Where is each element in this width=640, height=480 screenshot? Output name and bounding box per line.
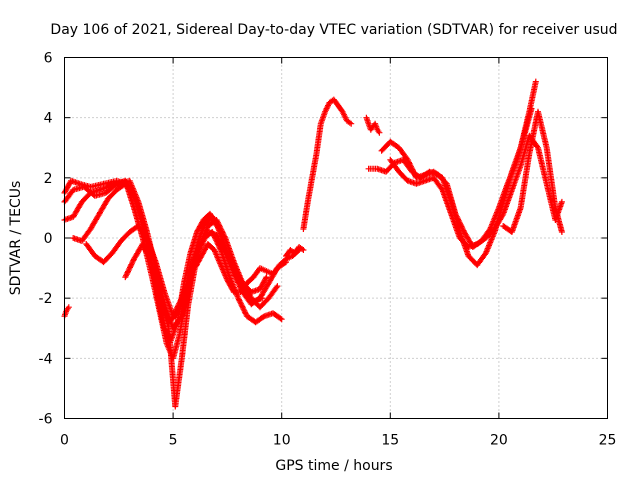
point-marks <box>387 132 565 250</box>
y-tick-label: -2 <box>39 291 53 307</box>
x-tick-label: 15 <box>381 433 399 449</box>
x-tick-label: 5 <box>169 433 178 449</box>
chart-title: Day 106 of 2021, Sidereal Day-to-day VTE… <box>50 22 617 38</box>
x-tick-label: 20 <box>490 433 508 449</box>
y-tick-label: 4 <box>44 111 53 127</box>
y-tick-label: 6 <box>44 51 53 67</box>
point-marks <box>363 114 383 136</box>
data-points <box>61 78 565 410</box>
x-tick-label: 10 <box>273 433 291 449</box>
point-marks <box>378 78 539 269</box>
y-axis-label: SDTVAR / TECUs <box>8 181 24 296</box>
series-trace-h <box>300 96 355 232</box>
x-axis-label: GPS time / hours <box>275 458 392 474</box>
point-marks <box>300 96 355 232</box>
point-marks <box>500 108 565 235</box>
y-tick-label: 0 <box>44 231 53 247</box>
y-tick-label: -6 <box>39 412 53 428</box>
point-marks <box>283 244 307 259</box>
y-tick-label: 2 <box>44 171 53 187</box>
x-tick-label: 0 <box>60 433 69 449</box>
series-trace-k <box>378 78 539 269</box>
axis-ticks: 0 5 10 15 20 25 -6 -4 -2 0 2 4 6 <box>39 51 617 449</box>
y-tick-label: -4 <box>39 351 53 367</box>
point-marks <box>122 241 303 410</box>
series-trace-f <box>122 241 303 410</box>
series-trace-n <box>283 244 307 259</box>
series-trace-l <box>387 132 565 250</box>
series-trace-m <box>500 108 565 235</box>
series-trace-i <box>363 114 383 136</box>
x-tick-label: 25 <box>599 433 617 449</box>
